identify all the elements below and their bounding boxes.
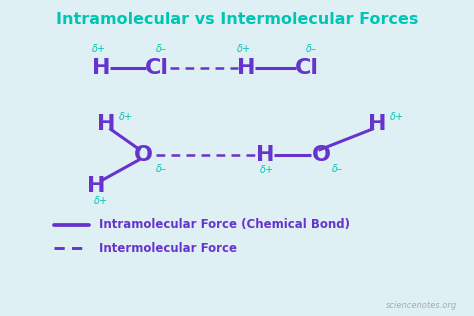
Text: H: H: [256, 145, 274, 165]
Text: δ–: δ–: [155, 164, 166, 174]
Text: O: O: [134, 145, 153, 165]
Text: δ+: δ+: [390, 112, 404, 122]
Text: sciencenotes.org: sciencenotes.org: [386, 301, 457, 310]
Text: δ+: δ+: [260, 165, 274, 175]
Text: δ–: δ–: [332, 164, 343, 174]
Text: Intermolecular Force: Intermolecular Force: [99, 241, 237, 254]
Text: H: H: [237, 58, 255, 78]
Text: δ+: δ+: [118, 112, 133, 122]
Text: H: H: [368, 114, 387, 134]
Text: H: H: [92, 58, 110, 78]
Text: H: H: [97, 114, 115, 134]
Text: δ+: δ+: [92, 44, 106, 54]
Text: Intramolecular Force (Chemical Bond): Intramolecular Force (Chemical Bond): [99, 218, 350, 231]
Text: O: O: [312, 145, 331, 165]
Text: δ+: δ+: [237, 44, 251, 54]
Text: Cl: Cl: [295, 58, 319, 78]
Text: δ+: δ+: [94, 197, 108, 206]
Text: Intramolecular vs Intermolecular Forces: Intramolecular vs Intermolecular Forces: [56, 12, 418, 27]
Text: δ–: δ–: [306, 44, 317, 54]
Text: H: H: [87, 176, 106, 196]
Text: δ–: δ–: [155, 44, 166, 54]
Text: Cl: Cl: [146, 58, 169, 78]
